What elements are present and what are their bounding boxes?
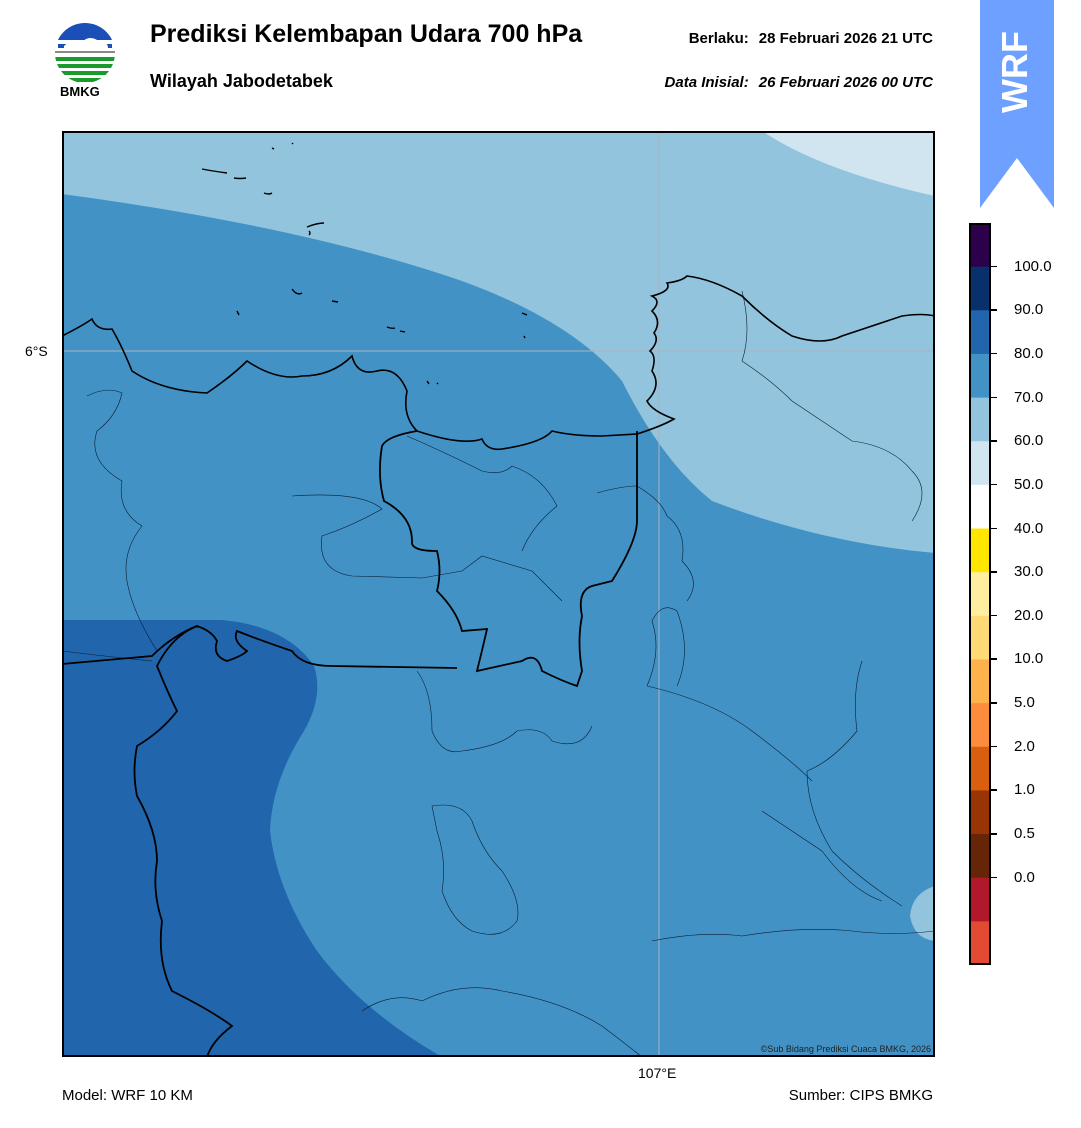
- humidity-map: [61, 131, 936, 1058]
- colorbar-segment: [969, 790, 991, 835]
- colorbar-segment: [969, 310, 991, 355]
- colorbar-scale: [969, 223, 991, 966]
- logo-label: BMKG: [60, 84, 100, 99]
- colorbar-segment: [969, 353, 991, 399]
- colorbar: [969, 223, 991, 966]
- colorbar-segment: [969, 397, 991, 442]
- colorbar-tick-mark: [991, 745, 997, 748]
- copyright-note: ©Sub Bidang Prediksi Cuaca BMKG, 2026: [760, 1044, 931, 1054]
- colorbar-segment: [969, 921, 991, 966]
- colorbar-segment: [969, 223, 991, 268]
- coastline: [61, 275, 936, 451]
- colorbar-segment: [969, 746, 991, 791]
- wrf-ribbon-icon: [980, 0, 1054, 208]
- init-label: Data Inisial:: [664, 74, 749, 91]
- colorbar-tick-mark: [991, 702, 997, 704]
- map-frame: [62, 131, 935, 1057]
- colorbar-segment: [969, 484, 991, 530]
- colorbar-tick-mark: [991, 876, 997, 879]
- colorbar-tick-label: 5.0: [1014, 694, 1035, 712]
- colorbar-tick-label: 50.0: [1014, 475, 1044, 493]
- colorbar-tick-mark: [991, 571, 997, 573]
- valid-label: Berlaku:: [688, 30, 749, 47]
- bmkg-logo: [52, 20, 118, 86]
- latitude-label: 6°S: [25, 343, 48, 359]
- colorbar-tick-mark: [991, 440, 997, 442]
- district-boundaries: [61, 290, 936, 1058]
- province-boundaries: [61, 430, 638, 1058]
- colorbar-tick-label: 1.0: [1014, 781, 1035, 799]
- colorbar-tick-label: 2.0: [1014, 737, 1035, 755]
- colorbar-tick-mark: [991, 527, 997, 530]
- colorbar-tick-mark: [991, 352, 997, 355]
- thousand-islands: [201, 142, 528, 385]
- colorbar-tick-label: 0.5: [1014, 825, 1035, 843]
- colorbar-tick-mark: [991, 789, 997, 791]
- colorbar-tick-label: 30.0: [1014, 563, 1044, 581]
- colorbar-tick-mark: [991, 309, 997, 311]
- colorbar-tick-mark: [991, 265, 997, 268]
- colorbar-tick-mark: [991, 396, 997, 399]
- colorbar-tick-mark: [991, 658, 997, 660]
- colorbar-tick-mark: [991, 483, 997, 486]
- map-canvas: [61, 131, 936, 1058]
- valid-time: Berlaku: 28 Februari 2026 21 UTC: [689, 30, 933, 47]
- longitude-label: 107°E: [638, 1065, 677, 1081]
- map-title: Prediksi Kelembapan Udara 700 hPa: [150, 20, 583, 48]
- wrf-badge: [980, 0, 1054, 208]
- bmkg-logo-icon: [55, 23, 115, 83]
- colorbar-segment: [969, 266, 991, 311]
- humidity-zone-70-80: [62, 194, 935, 1057]
- colorbar-segment: [969, 703, 991, 748]
- init-time: Data Inisial: 26 Februari 2026 00 UTC: [665, 74, 933, 91]
- colorbar-segment: [969, 615, 991, 660]
- colorbar-tick-mark: [991, 614, 997, 617]
- colorbar-segment: [969, 877, 991, 922]
- colorbar-segment: [969, 528, 991, 573]
- source-info: Sumber: CIPS BMKG: [788, 1087, 933, 1104]
- colorbar-segment: [969, 834, 991, 879]
- humidity-zone-50-60: [762, 131, 935, 196]
- init-value: 26 Februari 2026 00 UTC: [758, 74, 933, 91]
- colorbar-tick-label: 70.0: [1014, 388, 1044, 406]
- humidity-zone-60-70-se: [910, 886, 935, 941]
- colorbar-tick-label: 60.0: [1014, 432, 1044, 450]
- colorbar-tick-label: 0.0: [1014, 868, 1035, 886]
- colorbar-tick-label: 100.0: [1014, 257, 1052, 275]
- wrf-badge-label: WRF: [994, 31, 1035, 113]
- valid-value: 28 Februari 2026 21 UTC: [758, 30, 933, 47]
- colorbar-segment: [969, 659, 991, 704]
- colorbar-frame: [969, 223, 991, 965]
- colorbar-tick-label: 20.0: [1014, 606, 1044, 624]
- colorbar-segment: [969, 441, 991, 486]
- colorbar-tick-label: 40.0: [1014, 519, 1044, 537]
- colorbar-tick-mark: [991, 833, 997, 835]
- region-subtitle: Wilayah Jabodetabek: [150, 71, 333, 91]
- humidity-zone-80-90: [62, 620, 442, 1057]
- colorbar-segment: [969, 572, 991, 617]
- colorbar-tick-label: 10.0: [1014, 650, 1044, 668]
- colorbar-tick-label: 90.0: [1014, 301, 1044, 319]
- model-info: Model: WRF 10 KM: [62, 1087, 193, 1104]
- colorbar-tick-label: 80.0: [1014, 344, 1044, 362]
